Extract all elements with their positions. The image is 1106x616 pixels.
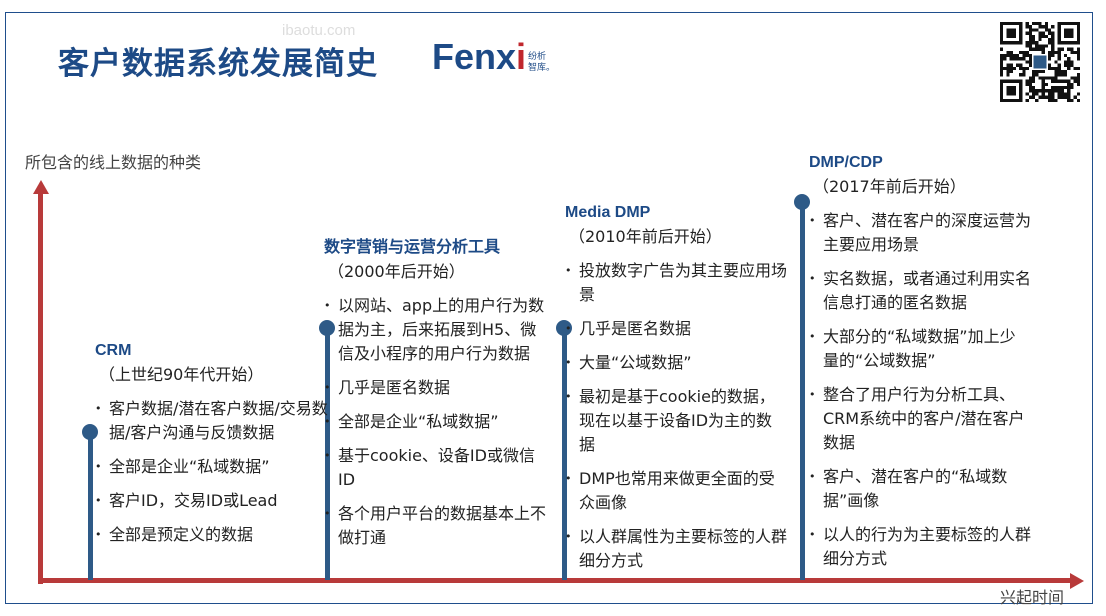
stage-title: DMP/CDP bbox=[809, 154, 883, 171]
bullet-item: 客户数据/潜在客户数据/交易数据/客户沟通与反馈数据 bbox=[95, 397, 331, 445]
stage-bullets: 客户、潜在客户的深度运营为主要应用场景 实名数据，或者通过利用实名信息打通的匿名… bbox=[809, 209, 1031, 571]
stage-period: （上世纪90年代开始） bbox=[99, 365, 264, 384]
stage-digital-marketing: 数字营销与运营分析工具 （2000年后开始） 以网站、app上的用户行为数据为主… bbox=[324, 236, 546, 560]
logo-cn-line2: 智库。 bbox=[528, 63, 556, 73]
bullet-item: 几乎是匿名数据 bbox=[565, 317, 787, 341]
stage-period: （2010年前后开始） bbox=[569, 227, 722, 246]
page-title: 客户数据系统发展简史 bbox=[58, 46, 378, 82]
bullet-item: 最初是基于cookie的数据，现在以基于设备ID为主的数据 bbox=[565, 385, 787, 457]
bullet-item: 客户、潜在客户的深度运营为主要应用场景 bbox=[809, 209, 1031, 257]
y-axis-label: 所包含的线上数据的种类 bbox=[25, 153, 202, 172]
bullet-item: 实名数据，或者通过利用实名信息打通的匿名数据 bbox=[809, 267, 1031, 315]
bullet-item: 全部是预定义的数据 bbox=[95, 523, 331, 547]
stage-title: Media DMP bbox=[565, 204, 651, 221]
watermark: ibaotu.com bbox=[282, 22, 356, 39]
logo-cn-line1: 纷析 bbox=[528, 52, 547, 62]
logo-brand-i: i bbox=[516, 36, 527, 77]
slide-frame bbox=[5, 12, 1093, 604]
timeline-dot-dmp-cdp bbox=[794, 194, 810, 210]
stage-crm: CRM （上世纪90年代开始） 客户数据/潜在客户数据/交易数据/客户沟通与反馈… bbox=[95, 339, 331, 557]
stage-bullets: 以网站、app上的用户行为数据为主，后来拓展到H5、微信及小程序的用户行为数据 … bbox=[324, 294, 546, 550]
bullet-item: 大部分的“私域数据”加上少量的“公域数据” bbox=[809, 325, 1031, 373]
stage-period: （2000年后开始） bbox=[328, 262, 465, 281]
bullet-item: 几乎是匿名数据 bbox=[324, 376, 546, 400]
y-axis-arrow-icon bbox=[33, 180, 49, 194]
bullet-item: 客户ID，交易ID或Lead bbox=[95, 489, 331, 513]
logo-cn: 纷析 智库。 bbox=[528, 52, 555, 74]
timeline-dot-crm bbox=[82, 424, 98, 440]
bullet-item: 基于cookie、设备ID或微信ID bbox=[324, 444, 546, 492]
stage-media-dmp: Media DMP （2010年前后开始） 投放数字广告为其主要应用场景 几乎是… bbox=[565, 201, 787, 583]
bullet-item: DMP也常用来做更全面的受众画像 bbox=[565, 467, 787, 515]
bullet-item: 客户、潜在客户的“私域数据”画像 bbox=[809, 465, 1031, 513]
stage-bullets: 客户数据/潜在客户数据/交易数据/客户沟通与反馈数据 全部是企业“私域数据” 客… bbox=[95, 397, 331, 547]
x-axis-arrow-icon bbox=[1070, 573, 1084, 589]
logo-brand: Fenx bbox=[432, 36, 517, 77]
stage-period: （2017年前后开始） bbox=[813, 177, 966, 196]
timeline-dmp-cdp bbox=[800, 202, 805, 580]
bullet-item: 各个用户平台的数据基本上不做打通 bbox=[324, 502, 546, 550]
timeline-crm bbox=[88, 432, 93, 580]
bullet-item: 以网站、app上的用户行为数据为主，后来拓展到H5、微信及小程序的用户行为数据 bbox=[324, 294, 546, 366]
stage-title: CRM bbox=[95, 342, 132, 359]
bullet-item: 投放数字广告为其主要应用场景 bbox=[565, 259, 787, 307]
bullet-item: 整合了用户行为分析工具、CRM系统中的客户/潜在客户数据 bbox=[809, 383, 1031, 455]
logo-word: Fenxi bbox=[432, 38, 526, 76]
bullet-item: 以人的行为为主要标签的人群细分方式 bbox=[809, 523, 1031, 571]
stage-bullets: 投放数字广告为其主要应用场景 几乎是匿名数据 大量“公域数据” 最初是基于coo… bbox=[565, 259, 787, 573]
stage-title: 数字营销与运营分析工具 bbox=[324, 239, 501, 256]
fenxi-logo: Fenxi 纷析 智库。 bbox=[432, 38, 555, 76]
bullet-item: 以人群属性为主要标签的人群细分方式 bbox=[565, 525, 787, 573]
x-axis-label: 兴起时间 bbox=[1000, 588, 1065, 607]
stage-dmp-cdp: DMP/CDP （2017年前后开始） 客户、潜在客户的深度运营为主要应用场景 … bbox=[809, 151, 1031, 581]
bullet-item: 全部是企业“私域数据” bbox=[95, 455, 331, 479]
x-axis bbox=[38, 578, 1074, 583]
bullet-item: 大量“公域数据” bbox=[565, 351, 787, 375]
qr-code-icon bbox=[1000, 22, 1080, 102]
bullet-item: 全部是企业“私域数据” bbox=[324, 410, 546, 434]
y-axis bbox=[38, 190, 43, 584]
